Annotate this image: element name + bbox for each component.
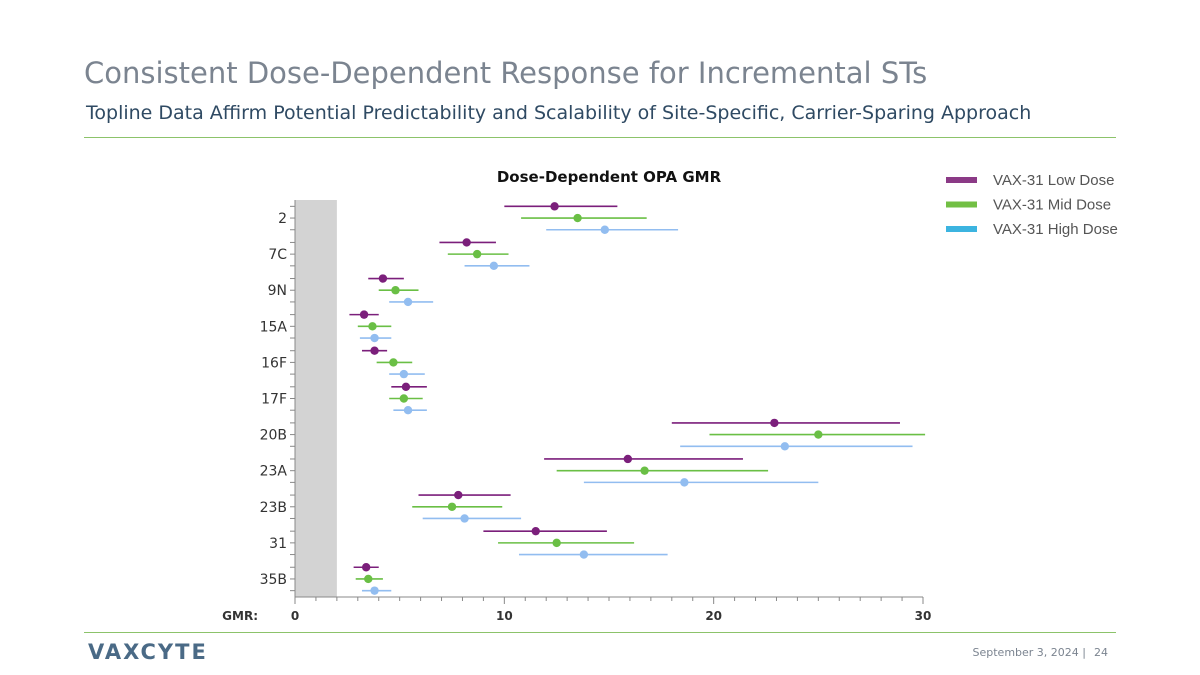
point-15a-s0 bbox=[359, 310, 369, 319]
point-35b-s2 bbox=[370, 586, 379, 595]
point-20b-s2 bbox=[780, 442, 790, 451]
page-number: 24 bbox=[1094, 646, 1108, 659]
legend-label-1: VAX-31 Mid Dose bbox=[993, 197, 1111, 214]
x-tick-label: 20 bbox=[705, 609, 722, 623]
chart-title: Dose-Dependent OPA GMR bbox=[497, 168, 722, 186]
point-20b-s1 bbox=[814, 430, 823, 439]
category-label: 15A bbox=[260, 319, 288, 335]
point-9n-s2 bbox=[403, 297, 413, 307]
point-7c-s0 bbox=[462, 238, 471, 247]
category-label: 9N bbox=[268, 283, 287, 299]
point-2-s2 bbox=[600, 225, 610, 234]
point-23a-s2 bbox=[680, 478, 689, 487]
vaxcyte-logo: VAXCYTE bbox=[88, 640, 208, 664]
point-31-s2 bbox=[579, 550, 589, 559]
point-31-s0 bbox=[531, 526, 540, 536]
shaded-region bbox=[295, 200, 337, 597]
point-15a-s1 bbox=[368, 322, 377, 331]
category-label: 16F bbox=[261, 355, 287, 371]
point-7c-s1 bbox=[472, 249, 482, 259]
point-9n-s1 bbox=[391, 286, 400, 295]
slide-title: Consistent Dose-Dependent Response for I… bbox=[84, 56, 928, 90]
x-tick-label: 10 bbox=[496, 609, 513, 623]
legend-swatch-1 bbox=[946, 201, 977, 208]
x-axis-label: GMR: bbox=[222, 609, 258, 623]
point-23b-s0 bbox=[454, 490, 463, 500]
category-label: 35B bbox=[260, 572, 287, 588]
category-label: 23B bbox=[260, 500, 287, 516]
point-35b-s0 bbox=[361, 563, 371, 572]
category-label: 23A bbox=[260, 464, 288, 480]
footer-date: September 3, 2024 | bbox=[972, 646, 1087, 659]
slide-subtitle: Topline Data Affirm Potential Predictabi… bbox=[86, 102, 1032, 124]
point-23b-s1 bbox=[447, 502, 457, 511]
point-15a-s2 bbox=[370, 333, 379, 343]
legend-swatch-2 bbox=[946, 226, 977, 232]
legend-label-0: VAX-31 Low Dose bbox=[993, 172, 1114, 189]
legend-label-2: VAX-31 High Dose bbox=[993, 221, 1118, 238]
point-2-s0 bbox=[550, 202, 559, 211]
bottom-divider bbox=[84, 632, 1116, 633]
point-16f-s2 bbox=[399, 369, 409, 379]
category-label: 20B bbox=[260, 428, 287, 444]
point-23b-s2 bbox=[460, 514, 469, 523]
point-31-s1 bbox=[552, 538, 561, 548]
category-label: 2 bbox=[278, 211, 287, 227]
legend-swatch-0 bbox=[946, 177, 977, 183]
point-17f-s2 bbox=[403, 406, 413, 415]
category-label: 31 bbox=[269, 536, 287, 552]
top-divider bbox=[84, 137, 1116, 138]
point-20b-s0 bbox=[770, 418, 779, 428]
category-label: 17F bbox=[261, 392, 287, 408]
x-tick-label: 0 bbox=[291, 609, 299, 623]
point-17f-s0 bbox=[401, 382, 411, 391]
point-9n-s0 bbox=[378, 274, 388, 283]
point-35b-s1 bbox=[364, 574, 373, 584]
point-17f-s1 bbox=[399, 394, 409, 403]
x-tick-label: 30 bbox=[915, 609, 932, 623]
point-16f-s0 bbox=[370, 346, 379, 355]
point-23a-s1 bbox=[640, 466, 649, 475]
point-7c-s2 bbox=[489, 261, 499, 271]
point-16f-s1 bbox=[389, 358, 398, 367]
category-label: 7C bbox=[268, 247, 287, 263]
point-2-s1 bbox=[573, 213, 582, 223]
point-23a-s0 bbox=[623, 454, 633, 464]
